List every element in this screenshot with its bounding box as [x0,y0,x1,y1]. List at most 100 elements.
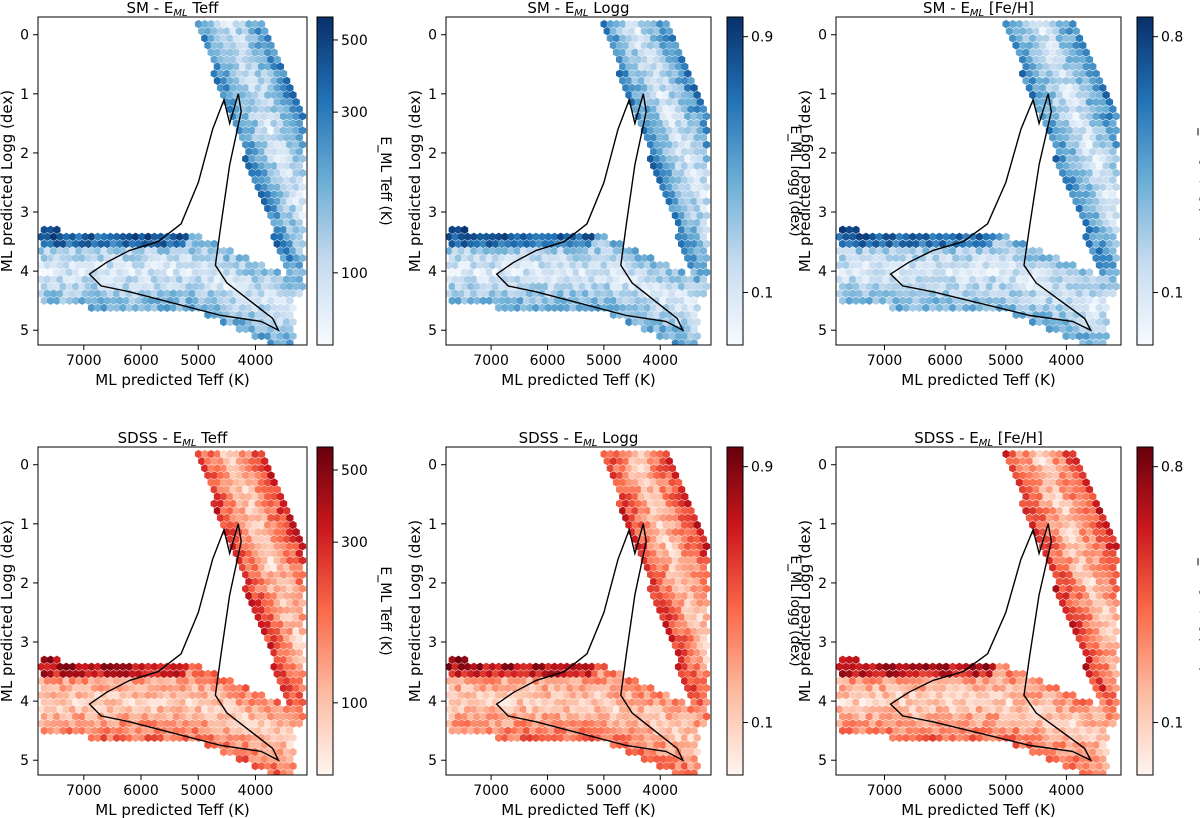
hexbin-cell [254,126,262,135]
hexbin-cell [681,275,689,284]
hexbin-cell [1045,726,1054,735]
hexbin-cell [1085,168,1094,178]
hexbin-cell [254,41,262,50]
hexbin-cell [550,261,559,270]
hexbin-cell [1085,712,1094,721]
hexbin-cell [1052,570,1060,579]
hexbin-cell [276,719,284,728]
hexbin-cell [1042,34,1050,43]
hexbin-cell [1112,253,1120,263]
hexbin-cell [62,676,70,686]
hexbin-cell [693,161,701,171]
hexbin-cell [1085,225,1094,234]
hexbin-cell [671,339,680,345]
hexbin-cell [690,513,698,523]
hexbin-cell [1092,542,1100,551]
hexbin-cell [662,275,670,284]
hexbin-cell [251,317,259,327]
hexbin-cell [687,719,695,728]
y-tick-label: 5 [20,323,29,339]
hexbin-cell [625,289,633,298]
hexbin-cell [690,253,698,263]
hexbin-cell [674,549,683,558]
hexbin-cell [859,282,867,291]
hexbin-cell [690,556,698,565]
hexbin-cell [235,69,244,78]
hexbin-cell [257,549,266,558]
hexbin-cell [612,34,621,43]
hexbin-cell [975,705,983,714]
hexbin-cell [1112,627,1120,636]
hexbin-cell [959,282,967,291]
hexbin-cell [128,296,137,305]
hexbin-cell [513,232,521,241]
hexbin-cell [286,126,294,135]
hexbin-cell [273,282,281,291]
hexbin-cell [612,705,621,714]
hexbin-cell [1095,634,1104,643]
hexbin-cell [507,289,515,298]
hexbin-cell [690,324,698,334]
hexbin-cell [532,275,540,284]
hexbin-cell [298,197,307,206]
hexbin-cell [942,275,950,284]
hexbin-cell [1029,492,1037,501]
hexbin-cell [248,726,256,735]
hexbin-cell [213,492,222,501]
hexbin-cell [519,289,528,298]
hexbin-cell [1072,513,1080,523]
hexbin-cell [912,239,920,249]
hexbin-cell [628,296,636,305]
hexbin-cell [690,225,698,234]
hexbin-cell [270,733,278,742]
hexbin-cell [965,712,973,721]
hexbin-cell [541,296,549,305]
hexbin-cell [91,296,99,305]
hexbin-cell [207,48,215,57]
hexbin-cell [1085,613,1094,622]
hexbin-cell [1072,324,1080,334]
hexbin-cell [699,204,707,213]
x-axis-label: ML predicted Teff (K) [901,801,1055,818]
hexbin-cell [261,296,269,305]
hexbin-cell [1055,48,1064,57]
hexbin-cell [1035,317,1044,327]
panel-title: SDSS - EML [Fe/H] [914,429,1043,449]
hexbin-cell [245,549,253,558]
hexbin-cell [188,232,196,241]
hexbin-cell [261,457,269,466]
hexbin-cell [674,478,683,487]
hexbin-cell [668,90,676,100]
colorbar [316,16,334,346]
hexbin-cell [245,478,253,487]
hexbin-cell [40,655,48,664]
hexbin-cell [640,683,649,693]
hexbin-cell [207,676,215,686]
hexbin-cell [1089,133,1097,142]
hexbin-cell [915,232,923,241]
hexbin-cell [659,485,667,494]
hexbin-cell [84,669,92,679]
hexbin-cell [668,105,676,114]
hexbin-cell [179,296,187,305]
hexbin-cell [1065,740,1074,750]
hexbin-cell [1059,471,1067,480]
hexbin-cell [289,691,297,700]
hexbin-cell [1092,556,1100,565]
hexbin-cell [557,232,565,241]
hexbin-cell [289,218,297,227]
hexbin-cell [684,310,692,320]
hexbin-cell [264,520,272,530]
hexbin-cell [106,289,114,298]
hexbin-cell [245,19,253,29]
hexbin-cell [1079,83,1087,93]
hexbin-cell [612,275,621,284]
hexbin-cell [1085,655,1094,664]
hexbin-cell [264,563,272,572]
hexbin-cell [257,577,266,586]
hexbin-cell [982,289,990,298]
hexbin-cell [235,324,244,334]
hexbin-cell [865,253,873,263]
hexbin-cell [213,275,222,284]
hexbin-cell [1069,563,1077,572]
